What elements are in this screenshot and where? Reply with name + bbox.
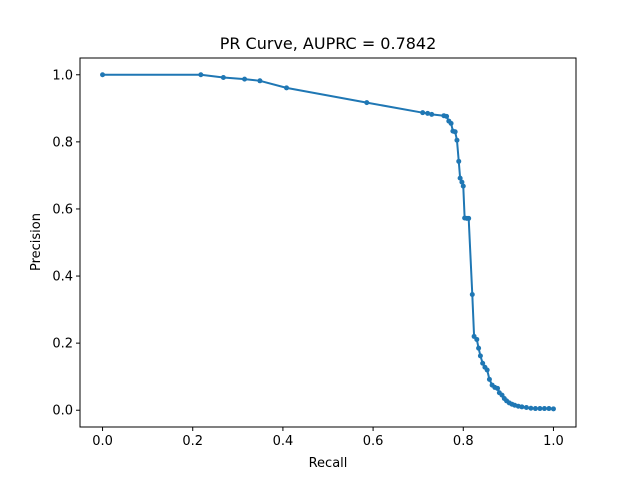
data-point xyxy=(542,406,547,411)
x-axis-label: Recall xyxy=(309,456,348,471)
data-point xyxy=(476,346,481,351)
data-point xyxy=(470,292,475,297)
data-point xyxy=(444,114,449,119)
data-point xyxy=(449,121,454,126)
y-tick-label: 0.6 xyxy=(52,202,73,217)
data-point xyxy=(528,406,533,411)
data-point xyxy=(456,159,461,164)
x-tick-label: 0.8 xyxy=(453,434,474,449)
y-tick-label: 0.4 xyxy=(52,270,73,285)
data-point xyxy=(429,112,434,117)
data-point xyxy=(537,406,542,411)
data-point xyxy=(551,406,556,411)
y-tick-label: 0.2 xyxy=(52,337,73,352)
data-point xyxy=(487,377,492,382)
x-tick-label: 0.2 xyxy=(182,434,203,449)
data-point xyxy=(466,216,471,221)
x-tick-label: 1.0 xyxy=(543,434,564,449)
chart-title: PR Curve, AUPRC = 0.7842 xyxy=(220,34,437,53)
y-tick-label: 0.0 xyxy=(52,404,73,419)
data-point xyxy=(100,72,105,77)
data-point xyxy=(364,100,369,105)
y-axis-label: Precision xyxy=(29,213,44,271)
data-point xyxy=(257,78,262,83)
x-tick-label: 0.6 xyxy=(363,434,384,449)
data-point xyxy=(524,405,529,410)
data-point xyxy=(478,353,483,358)
data-point xyxy=(533,406,538,411)
data-point xyxy=(198,72,203,77)
data-point xyxy=(474,337,479,342)
data-point xyxy=(221,75,226,80)
data-point xyxy=(420,110,425,115)
data-point xyxy=(453,129,458,134)
data-point xyxy=(454,138,459,143)
data-point xyxy=(284,85,289,90)
data-point xyxy=(485,367,490,372)
data-point xyxy=(495,386,500,391)
data-point xyxy=(519,404,524,409)
x-tick-label: 0.4 xyxy=(273,434,294,449)
data-point xyxy=(461,184,466,189)
y-tick-label: 0.8 xyxy=(52,135,73,150)
data-point xyxy=(242,77,247,82)
x-tick-label: 0.0 xyxy=(92,434,113,449)
data-point xyxy=(546,406,551,411)
y-tick-label: 1.0 xyxy=(52,68,73,83)
